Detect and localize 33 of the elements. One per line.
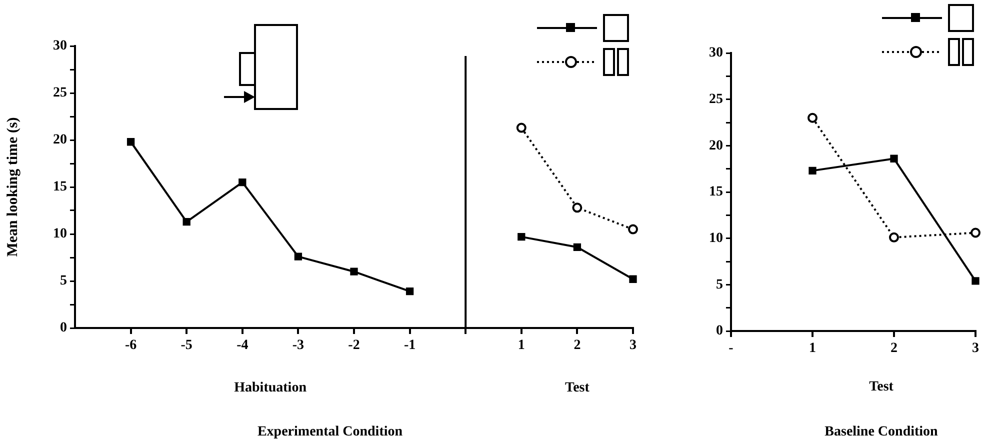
x-tick-label: -1 [404,338,416,354]
x-tick-label: 1 [809,341,816,356]
x-tick-label: 1 [518,338,525,354]
text: Baseline Condition [824,424,938,440]
text: Experimental Condition [257,424,403,440]
y-tick-label: 10 [709,230,723,246]
x-tick-label: 2 [890,341,898,356]
x-tick-label: - [728,341,734,356]
x-tick-label: 2 [574,338,581,354]
y-tick-label: 30 [53,38,67,54]
y-tick-label: 25 [709,92,723,107]
x-tick-label: -4 [236,338,248,354]
x-tick-label: -5 [180,338,192,354]
y-tick-label: 25 [53,86,67,101]
y-tick-label: 20 [709,138,723,154]
y-tick-label: 0 [716,324,723,339]
y-tick-label: 5 [716,277,723,292]
text: Test [565,380,590,396]
y-tick-label: 0 [60,320,67,336]
x-tick-label: 3 [630,338,636,354]
y-tick-label: 5 [60,274,67,289]
x-tick-label: -3 [292,338,304,354]
x-axis-title: Test [869,380,894,395]
y-tick-label: 20 [53,132,67,148]
x-tick-label: -2 [348,338,360,354]
x-tick-label: -6 [124,338,137,354]
text: Habituation [234,380,307,396]
y-tick-label: 15 [53,180,67,195]
y-axis-title: Mean looking time (s) [4,117,21,257]
x-tick-label: 3 [972,341,979,356]
y-tick-label: 10 [53,226,67,242]
y-tick-label: 15 [709,184,723,200]
y-tick-label: 30 [709,46,723,61]
